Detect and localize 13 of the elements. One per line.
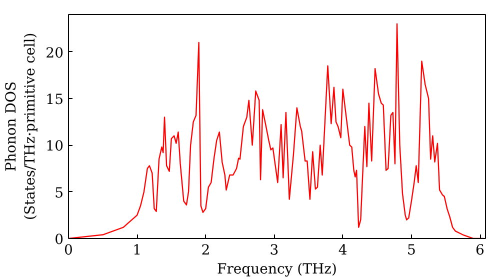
x-tick-label: 4 bbox=[338, 242, 348, 258]
y-tick-label: 5 bbox=[54, 185, 64, 202]
y-tick-label: 0 bbox=[54, 232, 64, 248]
y-tick-label: 20 bbox=[46, 45, 64, 62]
x-tick-label: 1 bbox=[132, 242, 142, 258]
x-tick-label: 2 bbox=[201, 242, 210, 258]
x-axis-title: Frequency (THz) bbox=[216, 262, 338, 278]
x-tick-label: 3 bbox=[270, 242, 279, 258]
y-axis-title: Phonon DOS (States/THz·primitive cell) bbox=[3, 32, 39, 220]
y-tick-label: 15 bbox=[46, 92, 64, 108]
x-tick-label: 6 bbox=[476, 242, 485, 258]
y-tick-label: 10 bbox=[46, 138, 64, 155]
x-tick-label: 5 bbox=[406, 242, 416, 258]
